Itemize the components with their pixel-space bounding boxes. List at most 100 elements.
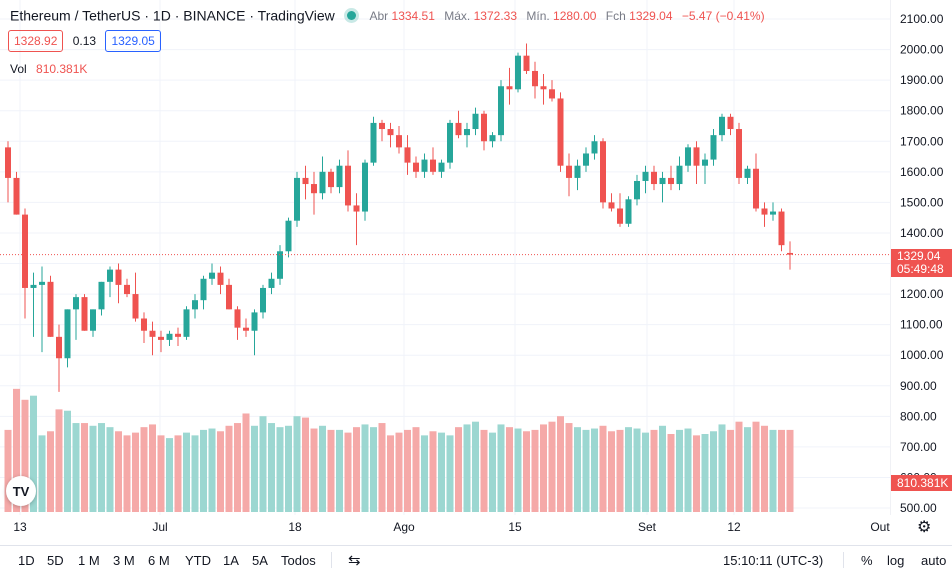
candle-body <box>149 330 156 337</box>
volume-bar <box>735 421 743 512</box>
candle-body <box>319 171 326 194</box>
candle-body <box>226 284 232 310</box>
range-all-button[interactable]: Todos <box>281 553 316 568</box>
volume-bar <box>761 425 768 512</box>
volume-bar <box>438 432 445 512</box>
range-1m-button[interactable]: 1 M <box>78 553 100 568</box>
candle-body <box>183 309 190 337</box>
candle-body <box>90 309 96 331</box>
change-value: −5.47 (−0.41%) <box>681 8 765 23</box>
price-tick-label: 500.00 <box>900 501 937 515</box>
volume-bar <box>344 432 352 512</box>
clock[interactable]: 15:10:11 (UTC-3) <box>723 553 824 568</box>
volume-bar <box>140 427 148 512</box>
range-5a-button[interactable]: 5A <box>252 553 268 568</box>
volume-bar <box>395 432 403 512</box>
ask-button[interactable]: 1329.05 <box>105 30 161 52</box>
volume-bar <box>659 425 666 512</box>
volume-bar <box>81 423 88 512</box>
volume-label: Vol <box>10 62 27 76</box>
time-label: 18 <box>288 520 302 534</box>
auto-toggle[interactable]: auto <box>921 553 947 568</box>
volume-bar <box>353 427 360 512</box>
candle-body <box>727 116 734 130</box>
candle-body <box>778 211 785 246</box>
candle-body <box>379 122 385 130</box>
candle-body <box>506 86 513 90</box>
percent-toggle[interactable]: % <box>861 553 873 568</box>
candle-body <box>302 177 309 185</box>
range-5d-button[interactable]: 5D <box>47 553 64 568</box>
candle-body <box>608 202 615 209</box>
volume-bar <box>480 429 488 512</box>
candle-body <box>744 168 751 178</box>
volume-bar <box>565 423 573 512</box>
candle-body <box>362 162 368 212</box>
chart-area[interactable]: Ethereum / TetherUS · 1D · BINANCE · Tra… <box>0 0 890 515</box>
volume-bar <box>72 423 80 512</box>
high-label: Máx. <box>444 8 471 23</box>
volume-bar <box>633 428 641 512</box>
volume-bar <box>132 432 139 512</box>
price-axis[interactable]: 2100.00 2000.00 1900.00 1800.00 1700.00 1600.… <box>890 0 952 515</box>
volume-bar <box>650 429 658 512</box>
range-1a-button[interactable]: 1A <box>223 553 239 568</box>
candlestick-chart[interactable] <box>0 0 890 515</box>
volume-bar <box>98 423 105 512</box>
candle-body <box>472 113 479 130</box>
close-label: Fch <box>605 8 626 23</box>
close-value: 1329.04 <box>629 8 673 23</box>
candle-body <box>209 272 215 279</box>
volume-bar <box>608 431 615 512</box>
candle-body <box>81 297 88 331</box>
volume-bar <box>293 416 301 512</box>
candle-body <box>489 135 496 142</box>
candle-body <box>761 208 768 215</box>
price-tick-label: 900.00 <box>900 379 937 393</box>
volume-bar <box>21 399 29 512</box>
volume-bar <box>302 417 309 512</box>
volume-bar <box>361 424 369 512</box>
candle-body <box>736 129 742 178</box>
ohlc-values: Abr 1334.51 Máx. 1372.33 Mín. 1280.00 Fc… <box>370 8 771 23</box>
candle-body <box>430 159 436 172</box>
range-6m-button[interactable]: 6 M <box>148 553 170 568</box>
range-ytd-button[interactable]: YTD <box>185 553 211 568</box>
candle-body <box>634 180 640 200</box>
date-range-icon[interactable]: ⇆ <box>348 552 361 569</box>
volume-bar <box>47 431 54 512</box>
spread-value: 0.13 <box>72 34 97 48</box>
candle-body <box>328 171 334 188</box>
time-label: Out <box>870 520 890 534</box>
volume-bar <box>727 429 734 512</box>
gear-icon[interactable]: ⚙ <box>917 519 932 536</box>
range-3m-button[interactable]: 3 M <box>113 553 135 568</box>
volume-bar <box>778 429 785 512</box>
candle-body <box>591 141 598 154</box>
volume-bar <box>548 421 556 512</box>
bid-button[interactable]: 1328.92 <box>8 30 64 52</box>
price-tick-label: 1900.00 <box>900 73 944 87</box>
candle-body <box>47 281 54 337</box>
range-1d-button[interactable]: 1D <box>18 553 35 568</box>
candle-body <box>515 55 521 90</box>
candle-body <box>498 86 504 136</box>
candle-body <box>192 300 198 310</box>
volume-bar <box>259 416 267 512</box>
candle-body <box>642 171 649 181</box>
volume-bar <box>523 431 530 512</box>
volume-bar <box>676 429 683 512</box>
candle-body <box>345 165 351 206</box>
candle-body <box>532 70 538 87</box>
candle-body <box>268 278 275 288</box>
symbol-title[interactable]: Ethereum / TetherUS · 1D · BINANCE · Tra… <box>10 7 335 24</box>
time-axis[interactable]: 13 Jul 18 Ago 15 Set 12 Out <box>0 515 890 539</box>
volume-bar <box>276 427 284 512</box>
candle-body <box>574 165 581 178</box>
candle-body <box>353 205 360 212</box>
log-toggle[interactable]: log <box>887 553 905 568</box>
volume-bar <box>378 423 386 512</box>
tradingview-logo-icon[interactable]: TV <box>6 476 36 506</box>
candle-body <box>770 211 776 215</box>
candle-body <box>464 129 470 136</box>
